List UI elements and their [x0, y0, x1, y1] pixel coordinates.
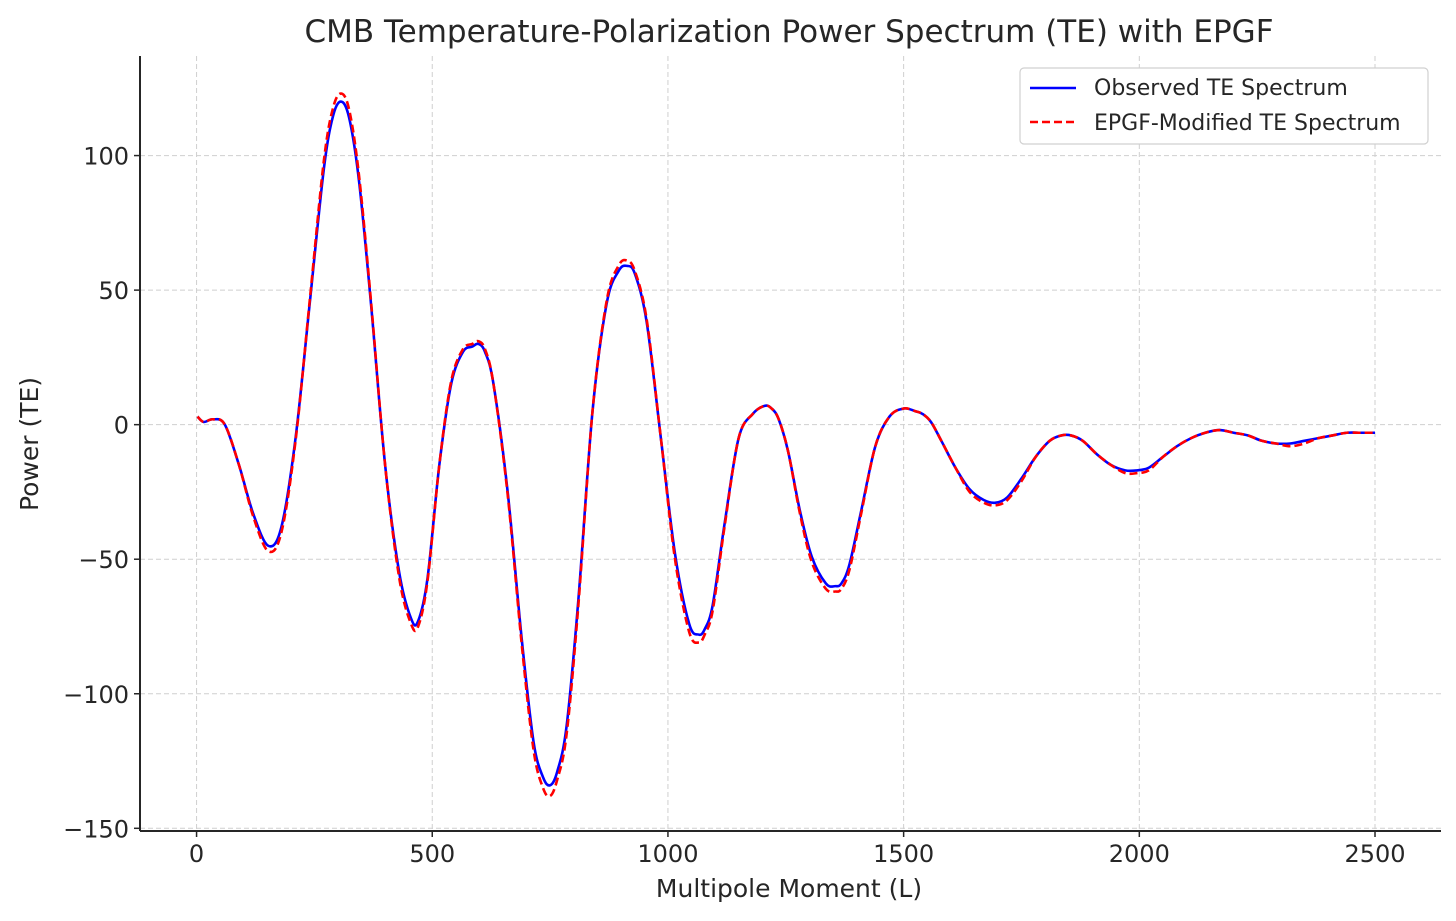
x-axis-label: Multipole Moment (L)	[656, 874, 922, 903]
x-tick-label: 500	[409, 840, 455, 868]
legend-label-observed: Observed TE Spectrum	[1094, 76, 1348, 101]
y-tick-label: −50	[78, 546, 129, 574]
x-tick-label: 1500	[873, 840, 934, 868]
y-tick-label: 50	[98, 277, 129, 305]
y-tick-label: −100	[63, 681, 129, 709]
y-tick-label: −150	[63, 815, 129, 843]
chart-title: CMB Temperature-Polarization Power Spect…	[304, 14, 1273, 50]
y-tick-label: 0	[114, 412, 129, 440]
legend-box	[1019, 67, 1429, 145]
legend-label-epgf: EPGF-Modified TE Spectrum	[1094, 111, 1401, 136]
legend: Observed TE Spectrum EPGF-Modified TE Sp…	[1019, 67, 1429, 145]
x-tick-label: 2000	[1109, 840, 1170, 868]
y-axis-label: Power (TE)	[15, 377, 44, 511]
grid	[140, 56, 1441, 831]
series-line-epgf-modified	[196, 92, 1376, 798]
x-tick-label: 0	[189, 840, 204, 868]
x-tick-label: 1000	[637, 840, 698, 868]
series-layer	[196, 92, 1376, 798]
y-tick-label: 100	[83, 143, 129, 171]
x-tick-label: 2500	[1344, 840, 1405, 868]
